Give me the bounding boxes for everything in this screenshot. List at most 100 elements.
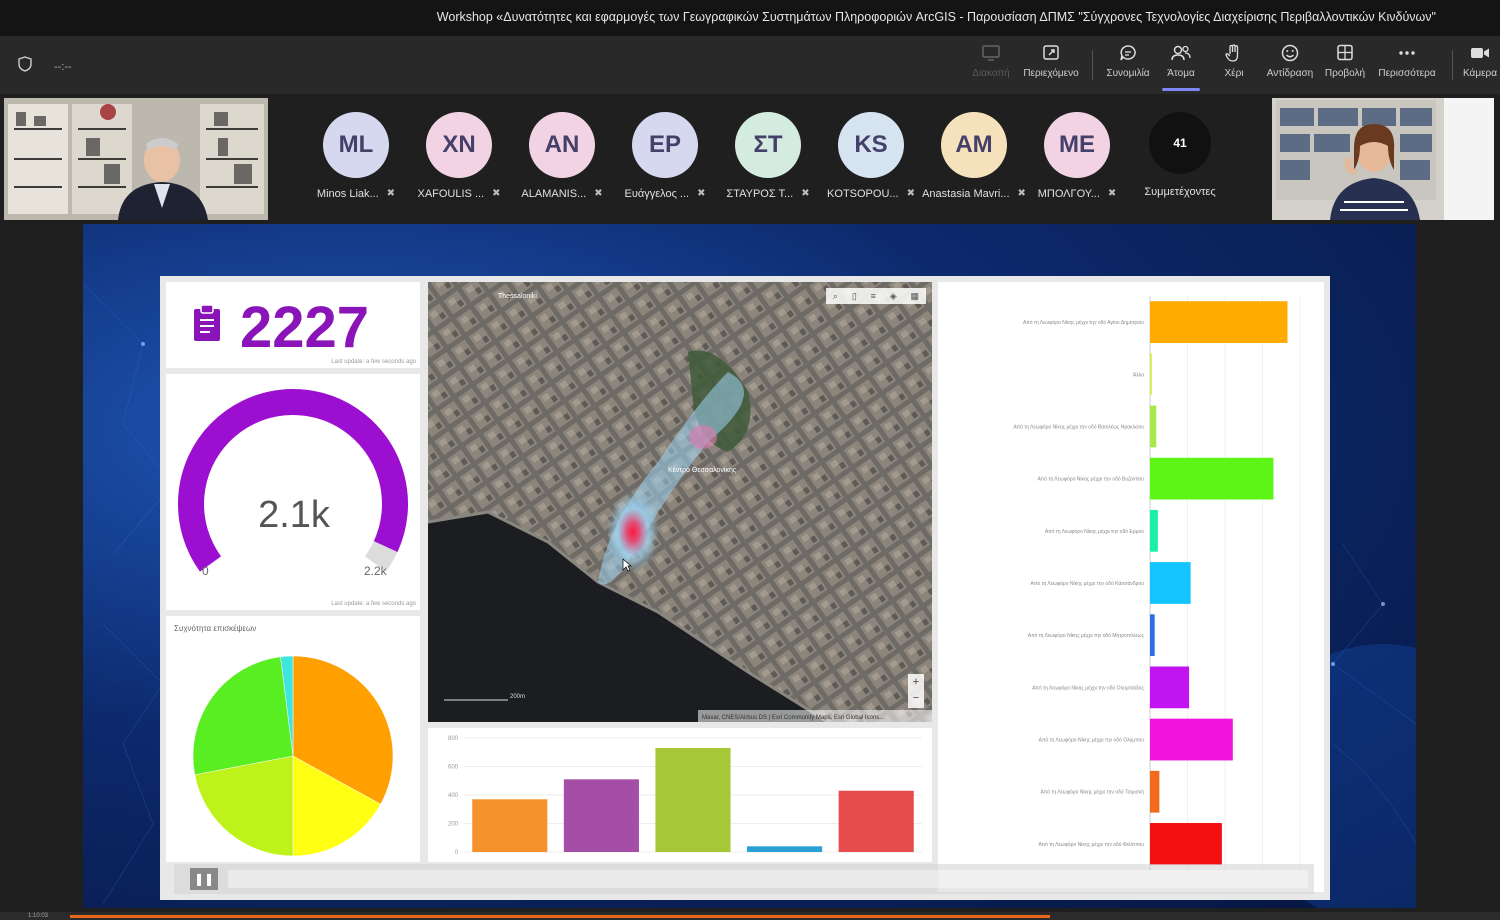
participant-name: Ευάγγελος ... [624, 188, 690, 200]
column-bar[interactable] [838, 790, 914, 852]
bar[interactable] [1150, 457, 1274, 500]
participants-count: 41 [1149, 112, 1211, 174]
layers-list-icon[interactable]: ≡ [870, 291, 876, 301]
pie-slice[interactable] [192, 656, 294, 776]
participant-name: Minos Liak... [316, 188, 379, 200]
reaction-button[interactable]: Αντίδραση [1255, 44, 1325, 79]
pie-slice[interactable] [194, 755, 294, 857]
basemap-grid-icon[interactable]: ▦ [910, 290, 920, 301]
mic-muted-icon: ✖ [594, 188, 603, 199]
category-label: Από τη Λεωφόρο Νίκης μέχρι την οδό Ολύμπ… [1039, 737, 1145, 744]
column-bar[interactable] [747, 846, 823, 852]
pie-slice[interactable] [292, 655, 394, 805]
recording-progress[interactable] [0, 912, 1500, 920]
raise-hand-button[interactable]: Χέρι [1199, 44, 1269, 79]
bar[interactable] [1150, 614, 1155, 657]
y-tick-label: 200 [448, 822, 459, 828]
category-label: Από τη Λεωφόρο Νίκης μέχρι την οδό Μητρο… [1028, 632, 1145, 639]
participant-tile[interactable]: ML Minos Liak... ✖ [308, 112, 404, 200]
column-bar[interactable] [563, 779, 639, 852]
participant-name: ΣΤΑΥΡΟΣ Τ... [726, 188, 794, 200]
bar[interactable] [1150, 301, 1288, 343]
pie-chart [192, 655, 394, 857]
column-chart: 800 600 400 200 0 [448, 736, 922, 856]
zoom-in-button[interactable]: + [912, 676, 920, 688]
people-icon [1146, 44, 1216, 64]
bar[interactable] [1150, 509, 1158, 552]
mouse-cursor-icon [622, 558, 632, 577]
toolbar-divider-2 [1452, 50, 1453, 80]
layers-icon[interactable]: ◈ [889, 290, 897, 301]
clipboard-icon [192, 304, 222, 347]
bar[interactable] [1150, 770, 1160, 813]
reaction-smiley-icon [1255, 44, 1325, 64]
pie-slice[interactable] [280, 655, 294, 757]
people-button[interactable]: Άτομα [1146, 44, 1216, 91]
participant-tile[interactable]: KS KOTSOPOU... ✖ [823, 112, 919, 200]
mic-muted-icon: ✖ [906, 188, 915, 199]
participant-tile[interactable]: ΣΤ ΣΤΑΥΡΟΣ Τ... ✖ [720, 112, 816, 200]
camera-label: Κάμερα [1462, 68, 1498, 79]
share-content-icon [1016, 44, 1086, 64]
participants-count-tile[interactable]: 41 Συμμετέχοντες [1132, 112, 1228, 198]
toolbar-divider [1092, 50, 1093, 80]
bar[interactable] [1150, 562, 1191, 604]
satellite-map: Thessaloniki Κέντρο Θεσσαλονίκης 200m Ma… [428, 282, 932, 722]
participant-video-right[interactable] [1272, 98, 1494, 220]
pause-button[interactable]: ❚❚ [190, 868, 218, 890]
map-view[interactable]: Thessaloniki Κέντρο Θεσσαλονίκης 200m Ma… [428, 282, 932, 722]
pie-slice[interactable] [292, 755, 381, 857]
participant-tile[interactable]: XN XAFOULIS ... ✖ [411, 112, 507, 200]
title-bar: Workshop «Δυνατότητες και εφαρμογές των … [0, 0, 1500, 36]
more-label: Περισσότερα [1378, 68, 1436, 79]
avatar: KS [838, 112, 904, 178]
camera-button[interactable]: Κάμερα [1450, 44, 1500, 79]
meeting-timer: --:-- [54, 60, 72, 73]
bar[interactable] [1150, 666, 1190, 709]
participant-name: ALAMANIS... [521, 188, 587, 200]
search-icon[interactable]: ⌕ [832, 290, 838, 301]
avatar: ME [1044, 112, 1110, 178]
playback-scrubber[interactable] [228, 870, 1308, 888]
more-dots-icon [1372, 44, 1442, 64]
bar[interactable] [1150, 353, 1152, 396]
participant-tile[interactable]: AN ALAMANIS... ✖ [514, 112, 610, 200]
participant-video-left[interactable] [4, 98, 268, 220]
participants-strip: ML Minos Liak... ✖ XN XAFOULIS ... ✖ AN AL… [0, 94, 1500, 222]
meeting-toolbar: --:-- Διακοπή Περιεχόμενο Συνομιλία Άτομ… [0, 36, 1500, 94]
bar[interactable] [1150, 823, 1222, 865]
more-button[interactable]: Περισσότερα [1372, 44, 1442, 79]
avatar: EP [632, 112, 698, 178]
bar[interactable] [1150, 718, 1233, 761]
avatar: XN [426, 112, 492, 178]
y-tick-label: 600 [448, 765, 459, 771]
category-label: Από τη Λεωφόρο Νίκης μέχρι την οδό Κασσά… [1031, 580, 1145, 587]
participant-tile[interactable]: ME ΜΠΟΛΓΟΥ... ✖ [1029, 112, 1125, 200]
last-update-note: Last update: a few seconds ago [331, 359, 416, 365]
bar[interactable] [1150, 405, 1157, 448]
kpi-value: 2227 [240, 295, 370, 360]
gauge-min-label: 0 [202, 564, 209, 578]
participant-tile[interactable]: AM Anastasia Mavri... ✖ [922, 112, 1026, 200]
column-bar[interactable] [472, 799, 548, 852]
reaction-label: Αντίδραση [1266, 68, 1314, 79]
participant-name-row: Ευάγγελος ... ✖ [617, 188, 713, 200]
toolbar-left: --:-- [18, 56, 72, 77]
shield-icon[interactable] [18, 56, 32, 77]
gauge-card: 2.1k 0 2.2k Last update: a few seconds a… [166, 374, 420, 610]
chat-button[interactable]: Συνομιλία [1093, 44, 1163, 79]
map-toolbar: ⌕ ▯ ≡ ◈ ▦ [826, 288, 926, 304]
view-button[interactable]: Προβολή [1310, 44, 1380, 79]
stop-sharing-button[interactable]: Διακοπή [956, 44, 1026, 79]
gauge-chart [178, 389, 408, 572]
zoom-out-button[interactable]: − [912, 692, 920, 704]
participant-tile[interactable]: EP Ευάγγελος ... ✖ [617, 112, 713, 200]
participant-name-row: ΣΤΑΥΡΟΣ Τ... ✖ [720, 188, 816, 200]
bookmark-icon[interactable]: ▯ [851, 290, 857, 301]
share-content-button[interactable]: Περιεχόμενο [1016, 44, 1086, 79]
category-label: Από τη Λεωφόρο Νίκης μέχρι την οδό Ολυμπ… [1032, 684, 1144, 691]
map-attribution: Maxar, CNES/Airbus DS | Esri Community M… [702, 715, 885, 721]
column-bar[interactable] [655, 747, 731, 852]
category-label: Από τη Λεωφόρο Νίκης μέχρι την οδό Ερμού [1045, 528, 1144, 535]
category-label: Από τη Λεωφόρο Νίκης μέχρι την οδό Αγίου… [1023, 319, 1144, 326]
